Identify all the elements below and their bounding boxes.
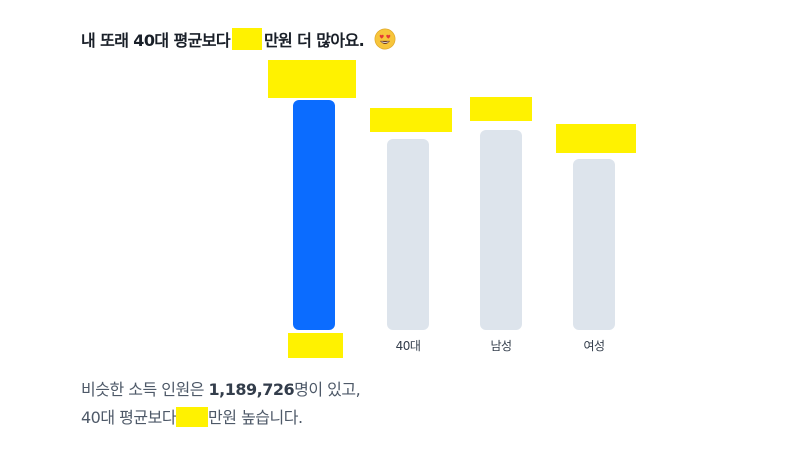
- summary-text-segment: 비슷한 소득 인원은: [81, 380, 209, 399]
- bar-value-label: [470, 97, 532, 121]
- bar-value-label: [370, 108, 452, 132]
- chart-bar-mine: [293, 100, 335, 330]
- summary-text-segment: 40대 평균보다: [81, 408, 177, 427]
- similar-income-count: 1,189,726: [208, 380, 295, 399]
- headline-suffix: 만원 더 많아요.: [263, 31, 365, 50]
- chart-bar-40s: [387, 139, 429, 330]
- x-tick-label-mine: [288, 333, 343, 358]
- heart-eyes-emoji-icon: [374, 28, 396, 50]
- x-tick-label: 남성: [490, 339, 512, 353]
- summary-line-2: 40대 평균보다 만원 높습니다.: [81, 404, 360, 432]
- chart-bar-female: [573, 159, 615, 330]
- chart-bar-male: [480, 130, 522, 330]
- headline-prefix: 내 또래 40대 평균보다: [81, 31, 231, 50]
- redacted-amount: [176, 407, 209, 427]
- bar-value-label: [556, 124, 636, 153]
- redacted-amount: [231, 28, 262, 50]
- summary-text-segment: 만원 높습니다.: [208, 408, 303, 427]
- bar-value-label: [268, 60, 356, 98]
- x-tick-label: 40대: [395, 339, 421, 353]
- headline: 내 또래 40대 평균보다 만원 더 많아요.: [81, 24, 396, 54]
- summary-line-1: 비슷한 소득 인원은 1,189,726명이 있고,: [81, 376, 361, 404]
- x-tick-label: 여성: [583, 339, 605, 353]
- summary-text-segment: 명이 있고,: [294, 380, 361, 399]
- summary-text: 비슷한 소득 인원은 1,189,726명이 있고, 40대 평균보다 만원 높습…: [81, 376, 361, 432]
